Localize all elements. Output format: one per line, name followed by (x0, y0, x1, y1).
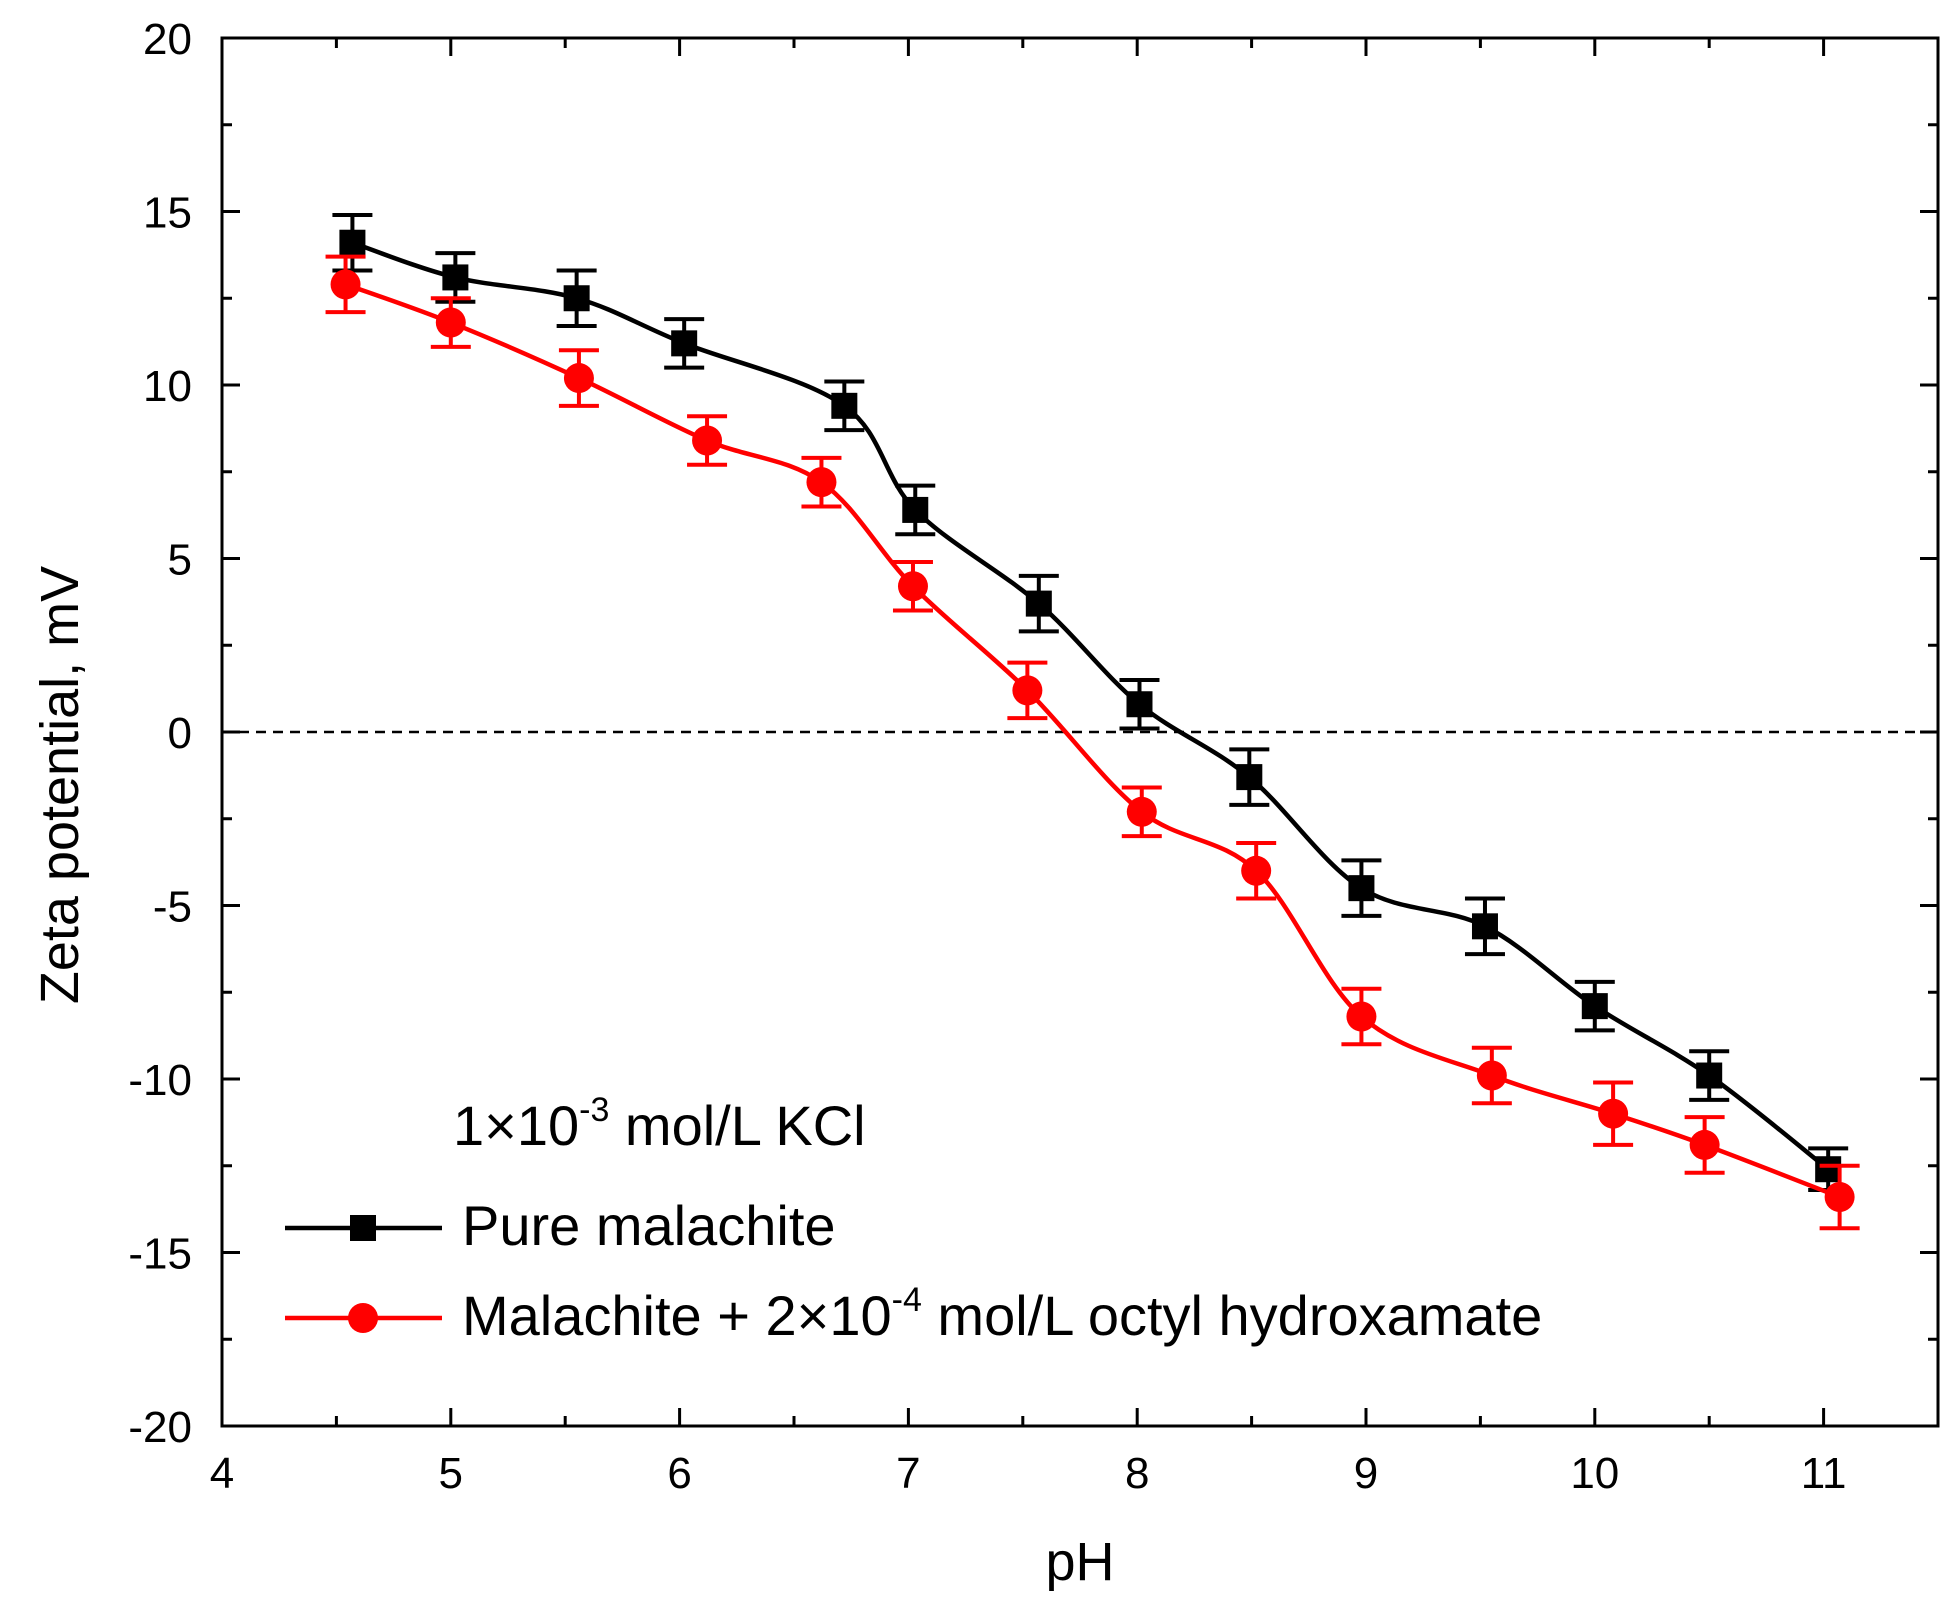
data-point-malachite-octyl (1012, 675, 1043, 706)
legend (285, 1215, 442, 1333)
data-point-malachite-octyl (330, 269, 361, 300)
data-point-pure-malachite (1025, 590, 1052, 617)
data-point-malachite-octyl (692, 425, 723, 456)
y-tick-label: -5 (153, 883, 192, 932)
series-line-malachite-octyl (344, 282, 1841, 1200)
x-tick-label: 6 (667, 1449, 691, 1498)
data-point-pure-malachite (442, 264, 469, 291)
series-malachite-octyl (325, 254, 1860, 1231)
data-point-malachite-octyl (1689, 1129, 1720, 1160)
legend-marker-pure-malachite (350, 1215, 376, 1241)
x-tick-label: 5 (439, 1449, 463, 1498)
y-tick-label: 0 (168, 709, 192, 758)
x-tick-label: 7 (896, 1449, 920, 1498)
y-tick-label: 5 (168, 536, 192, 585)
data-point-malachite-octyl (435, 307, 466, 338)
data-point-malachite-octyl (897, 571, 928, 602)
data-point-malachite-octyl (1346, 1001, 1377, 1032)
legend-label-prefix: Pure malachite (462, 1194, 836, 1257)
y-tick-label: 15 (143, 189, 192, 238)
ticks-layer: 4 5 6 7 8 9 10 11 -20 -15 -10 -5 0 5 10 15 20 (128, 15, 1938, 1498)
data-point-pure-malachite (902, 496, 929, 523)
data-point-malachite-octyl (1126, 796, 1157, 827)
y-tick-label: -10 (128, 1056, 192, 1105)
data-point-pure-malachite (1581, 993, 1608, 1020)
x-tick-label: 11 (1801, 1449, 1847, 1498)
y-axis-title: Zeta potential, mV (30, 566, 90, 1004)
annotation-prefix: 1×10 (453, 1094, 579, 1157)
data-point-pure-malachite (1126, 691, 1153, 718)
y-tick-label: -20 (128, 1403, 192, 1452)
data-point-malachite-octyl (806, 467, 837, 498)
data-point-pure-malachite (563, 285, 590, 312)
data-point-malachite-octyl (1476, 1060, 1507, 1091)
data-point-pure-malachite (671, 330, 698, 357)
data-point-pure-malachite (831, 392, 858, 419)
data-point-malachite-octyl (563, 363, 594, 394)
x-axis-title: pH (1045, 1532, 1114, 1592)
data-point-pure-malachite (1696, 1062, 1723, 1089)
legend-label-suffix: mol/L octyl hydroxamate (922, 1284, 1542, 1347)
data-point-malachite-octyl (1241, 855, 1272, 886)
x-tick-label: 8 (1125, 1449, 1149, 1498)
data-point-pure-malachite (1471, 913, 1498, 940)
series-pure-malachite (332, 212, 1849, 1193)
annotation-suffix: mol/L KCl (609, 1094, 865, 1157)
data-point-malachite-octyl (1824, 1181, 1855, 1212)
legend-label-prefix: Malachite + 2×10 (462, 1284, 892, 1347)
data-point-pure-malachite (1348, 875, 1375, 902)
legend-label-pure-malachite: Pure malachite (462, 1194, 836, 1257)
y-tick-label: 20 (143, 15, 192, 64)
y-tick-label: 10 (143, 362, 192, 411)
x-tick-label: 10 (1570, 1449, 1619, 1498)
y-tick-label: -15 (128, 1230, 192, 1279)
legend-label-superscript: -4 (892, 1281, 922, 1319)
legend-label-malachite-octyl: Malachite + 2×10-4 mol/L octyl hydroxama… (462, 1281, 1542, 1347)
data-point-pure-malachite (339, 229, 366, 256)
legend-marker-malachite-octyl (348, 1303, 378, 1333)
data-point-malachite-octyl (1598, 1098, 1629, 1129)
annotation-superscript: -3 (579, 1091, 609, 1129)
series-layer (325, 212, 1860, 1231)
annotation-kcl: 1×10-3 mol/L KCl (453, 1091, 866, 1157)
data-point-pure-malachite (1236, 764, 1263, 791)
data-point-pure-malachite (1815, 1156, 1842, 1183)
x-tick-label: 9 (1354, 1449, 1378, 1498)
x-tick-label: 4 (210, 1449, 234, 1498)
